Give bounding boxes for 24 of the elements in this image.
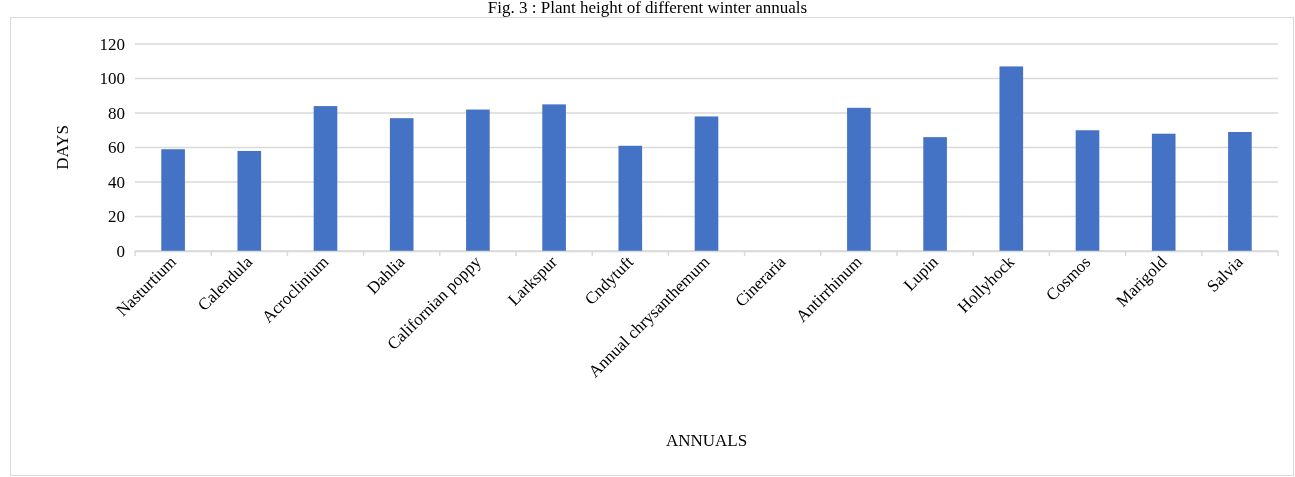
bar: [618, 145, 643, 251]
y-tick-label: 40: [108, 172, 125, 192]
y-tick-label: 20: [108, 207, 125, 227]
bar: [847, 107, 871, 251]
y-tick-label: 100: [99, 69, 125, 89]
bar: [466, 109, 490, 251]
bar: [389, 118, 414, 251]
y-tick-label: 0: [116, 241, 125, 261]
bar: [237, 150, 262, 251]
bar: [161, 149, 185, 251]
bar: [542, 104, 566, 251]
y-tick-label: 80: [108, 103, 125, 123]
bar: [694, 116, 719, 251]
y-axis-title: DAYS: [53, 125, 72, 170]
chart-title: Fig. 3 : Plant height of different winter annuals: [487, 0, 808, 17]
bar: [1151, 133, 1176, 251]
bar: [1075, 130, 1100, 251]
bar: [313, 106, 338, 251]
y-tick-label: 60: [108, 138, 125, 158]
bar: [999, 66, 1024, 251]
y-tick-label: 120: [99, 34, 125, 54]
bar: [923, 137, 947, 251]
x-axis-title: ANNUALS: [665, 431, 748, 450]
bar: [1228, 131, 1252, 251]
